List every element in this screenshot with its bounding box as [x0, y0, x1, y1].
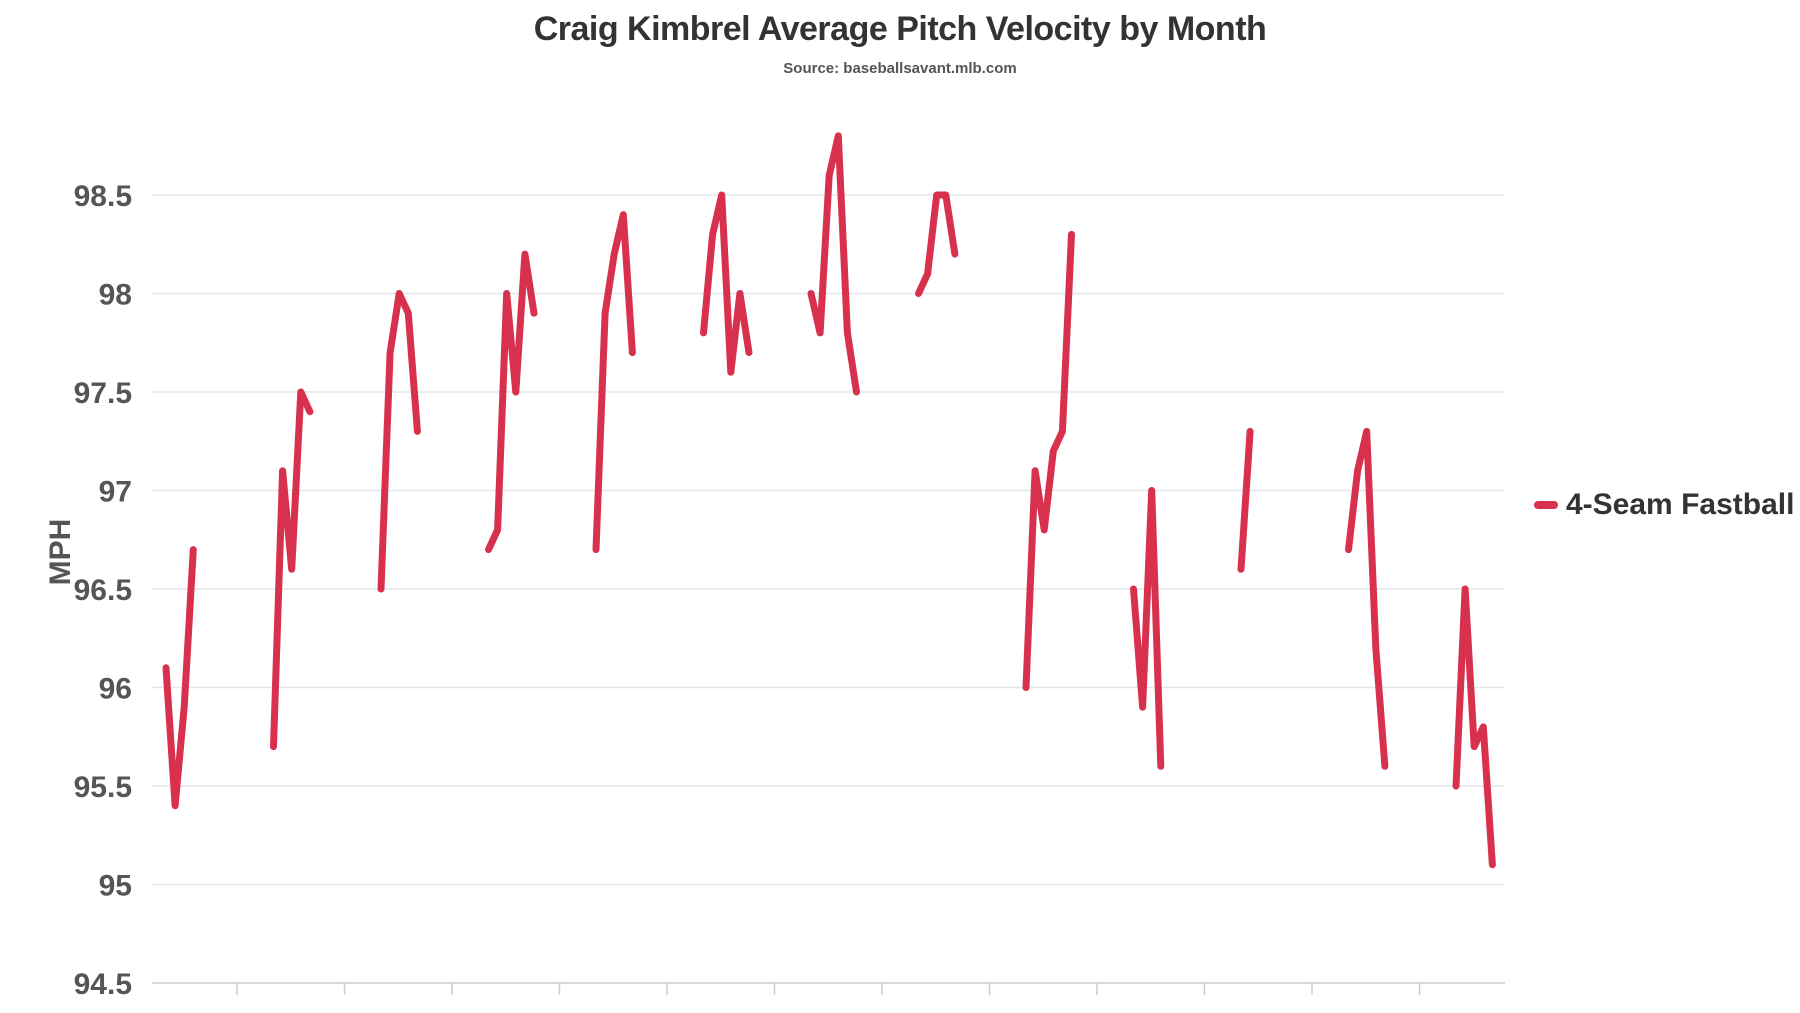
series-line-segment: [915, 191, 959, 297]
y-tick-label: 98: [99, 279, 132, 312]
y-tick-label: 97: [99, 476, 132, 509]
series-line-segment: [1130, 487, 1165, 770]
legend-label-4-seam-fastball: 4-Seam Fastball: [1566, 488, 1795, 521]
series-line-segment: [1022, 230, 1075, 691]
series-line-segment: [162, 546, 197, 810]
series-line-segment: [270, 388, 314, 751]
series-4-seam-fastball: [162, 132, 1496, 869]
y-tick-label: 94.5: [74, 968, 132, 1001]
series-line-segment: [1345, 427, 1389, 770]
series-line-segment: [377, 290, 421, 593]
y-tick-label: 97.5: [74, 377, 132, 410]
series-line-segment: [592, 211, 636, 554]
y-axis-ticks: 94.5 95 95.5 96 96.5 97 97.5 98 98.5: [74, 180, 132, 1001]
series-line-segment: [1452, 585, 1496, 869]
series-line-segment: [700, 191, 753, 376]
series-line-segment: [807, 132, 860, 396]
y-tick-label: 96.5: [74, 574, 132, 607]
y-tick-label: 98.5: [74, 180, 132, 213]
x-axis: [152, 982, 1505, 995]
chart-title: Craig Kimbrel Average Pitch Velocity by …: [533, 10, 1267, 48]
chart-subtitle: Source: baseballsavant.mlb.com: [783, 60, 1017, 77]
y-tick-label: 95: [99, 870, 132, 903]
legend-swatch: [1534, 501, 1558, 509]
series-line-segment: [1237, 427, 1254, 573]
series-line-segment: [485, 250, 538, 554]
y-tick-label: 96: [99, 673, 132, 706]
gridlines: [152, 194, 1505, 886]
y-tick-label: 95.5: [74, 771, 132, 804]
legend[interactable]: 4-Seam Fastball: [1534, 488, 1794, 522]
